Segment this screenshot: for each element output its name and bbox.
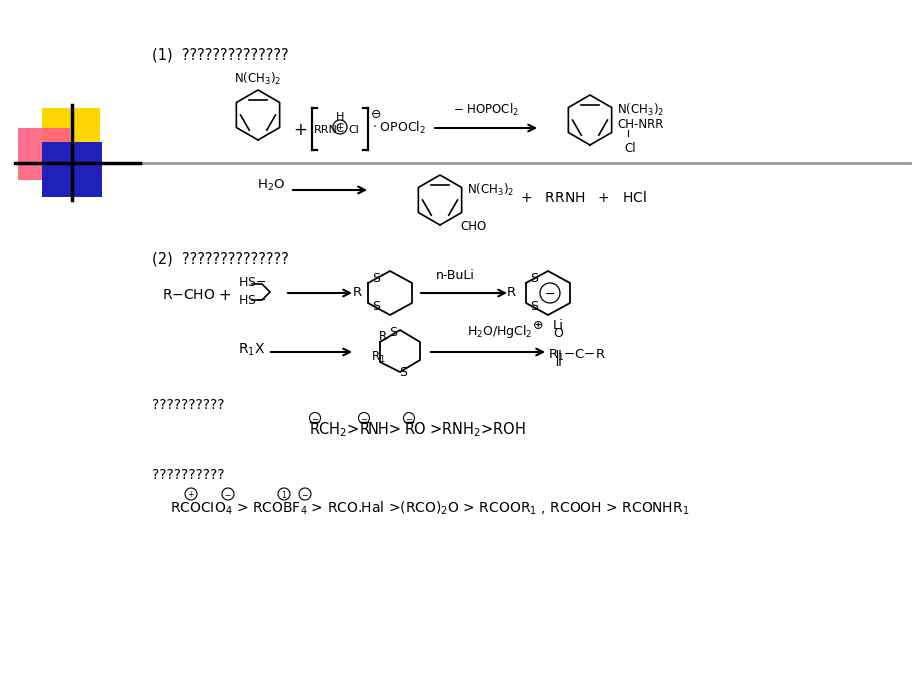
Text: $+$: $+$ bbox=[187, 489, 195, 499]
Text: O >RNH$_2$>ROH: O >RNH$_2$>ROH bbox=[413, 421, 525, 440]
Text: S: S bbox=[371, 273, 380, 286]
Text: $+$: $+$ bbox=[335, 122, 344, 132]
Text: $1$: $1$ bbox=[280, 489, 287, 500]
Text: $+$: $+$ bbox=[218, 288, 231, 302]
Text: R$_1$X: R$_1$X bbox=[238, 342, 266, 358]
Text: R: R bbox=[506, 286, 516, 299]
Text: Cl: Cl bbox=[623, 142, 635, 155]
Text: $\oplus$: $\oplus$ bbox=[532, 319, 543, 332]
Text: R$_1$$-$C$-$R: R$_1$$-$C$-$R bbox=[548, 348, 605, 362]
Text: S: S bbox=[371, 301, 380, 313]
Text: R: R bbox=[379, 330, 387, 342]
Text: (1)  ??????????????: (1) ?????????????? bbox=[152, 48, 289, 63]
Text: H$_2$O/HgCl$_2$: H$_2$O/HgCl$_2$ bbox=[467, 323, 532, 340]
Text: R: R bbox=[404, 422, 414, 437]
Text: $+$: $+$ bbox=[292, 121, 307, 139]
Text: CH-NRR: CH-NRR bbox=[617, 119, 663, 132]
Text: R: R bbox=[359, 422, 369, 437]
Text: $-$: $-$ bbox=[359, 413, 368, 422]
Text: C: C bbox=[335, 122, 344, 135]
Text: N(CH$_3$)$_2$: N(CH$_3$)$_2$ bbox=[467, 182, 514, 198]
Text: $-$: $-$ bbox=[311, 413, 319, 422]
Text: H$_2$O: H$_2$O bbox=[256, 177, 285, 193]
Text: NH>: NH> bbox=[368, 422, 402, 437]
Text: $+$   RRNH   $+$   HCl: $+$ RRNH $+$ HCl bbox=[519, 190, 647, 206]
Text: $-$: $-$ bbox=[404, 413, 413, 422]
Text: CHO: CHO bbox=[460, 220, 486, 233]
Text: $-$: $-$ bbox=[301, 489, 309, 498]
Bar bbox=[42, 142, 102, 197]
Text: O: O bbox=[552, 327, 562, 340]
Text: n-BuLi: n-BuLi bbox=[435, 269, 474, 282]
Bar bbox=[42, 108, 100, 160]
Text: Li: Li bbox=[552, 319, 563, 332]
Text: N(CH$_3$)$_2$: N(CH$_3$)$_2$ bbox=[617, 102, 664, 118]
Text: ??????????: ?????????? bbox=[152, 468, 224, 482]
Text: S: S bbox=[399, 366, 406, 379]
Text: RCOCIO$_4$ > RCOBF$_4$ > RCO.Hal >(RCO)$_2$O > RCOOR$_1$ , RCOOH > RCONHR$_1$: RCOCIO$_4$ > RCOBF$_4$ > RCO.Hal >(RCO)$… bbox=[170, 500, 688, 517]
Text: RRN: RRN bbox=[313, 125, 337, 135]
Bar bbox=[18, 128, 70, 180]
Text: ??????????: ?????????? bbox=[152, 398, 224, 412]
Text: $-$: $-$ bbox=[544, 286, 555, 299]
Text: R$-$CHO: R$-$CHO bbox=[162, 288, 215, 302]
Text: $\|$: $\|$ bbox=[553, 348, 562, 368]
Text: S: S bbox=[389, 326, 397, 339]
Text: HS$-$: HS$-$ bbox=[238, 293, 267, 306]
Text: HS$-$: HS$-$ bbox=[238, 275, 267, 288]
Text: $\ominus$: $\ominus$ bbox=[369, 108, 380, 121]
Text: R$_1$: R$_1$ bbox=[370, 349, 385, 364]
Text: $\cdot$ OPOCl$_2$: $\cdot$ OPOCl$_2$ bbox=[371, 120, 425, 136]
Text: S: S bbox=[529, 301, 538, 313]
Text: R: R bbox=[353, 286, 361, 299]
Text: S: S bbox=[529, 273, 538, 286]
Text: R: R bbox=[310, 422, 320, 437]
Text: CH$_2$>: CH$_2$> bbox=[318, 421, 358, 440]
Text: $-$: $-$ bbox=[224, 489, 232, 498]
Text: N(CH$_3$)$_2$: N(CH$_3$)$_2$ bbox=[234, 71, 281, 87]
Text: (2)  ??????????????: (2) ?????????????? bbox=[152, 252, 289, 267]
Text: Cl: Cl bbox=[348, 125, 359, 135]
Text: H: H bbox=[335, 112, 344, 122]
Text: $-$ HOPOCl$_2$: $-$ HOPOCl$_2$ bbox=[452, 102, 518, 118]
